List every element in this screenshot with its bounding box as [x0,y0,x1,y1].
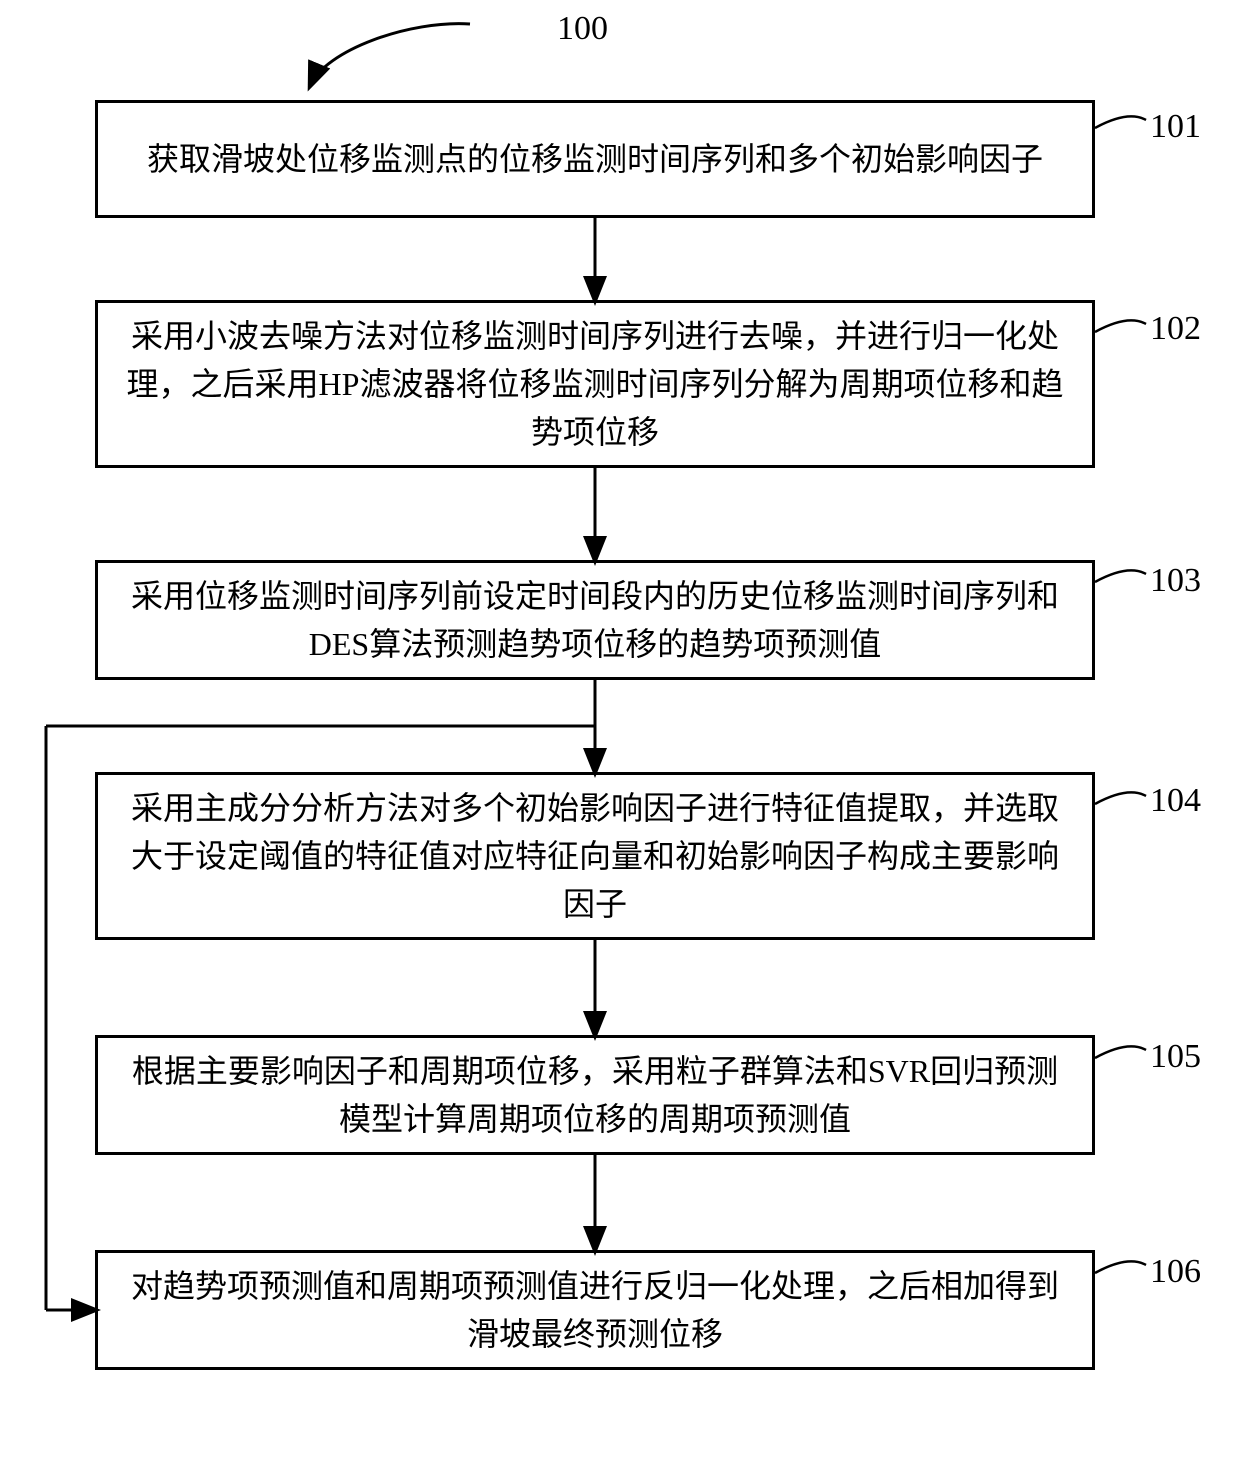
flow-edges [0,0,1240,1463]
flowchart-container: 100 获取滑坡处位移监测点的位移监测时间序列和多个初始影响因子101采用小波去… [0,0,1240,1463]
